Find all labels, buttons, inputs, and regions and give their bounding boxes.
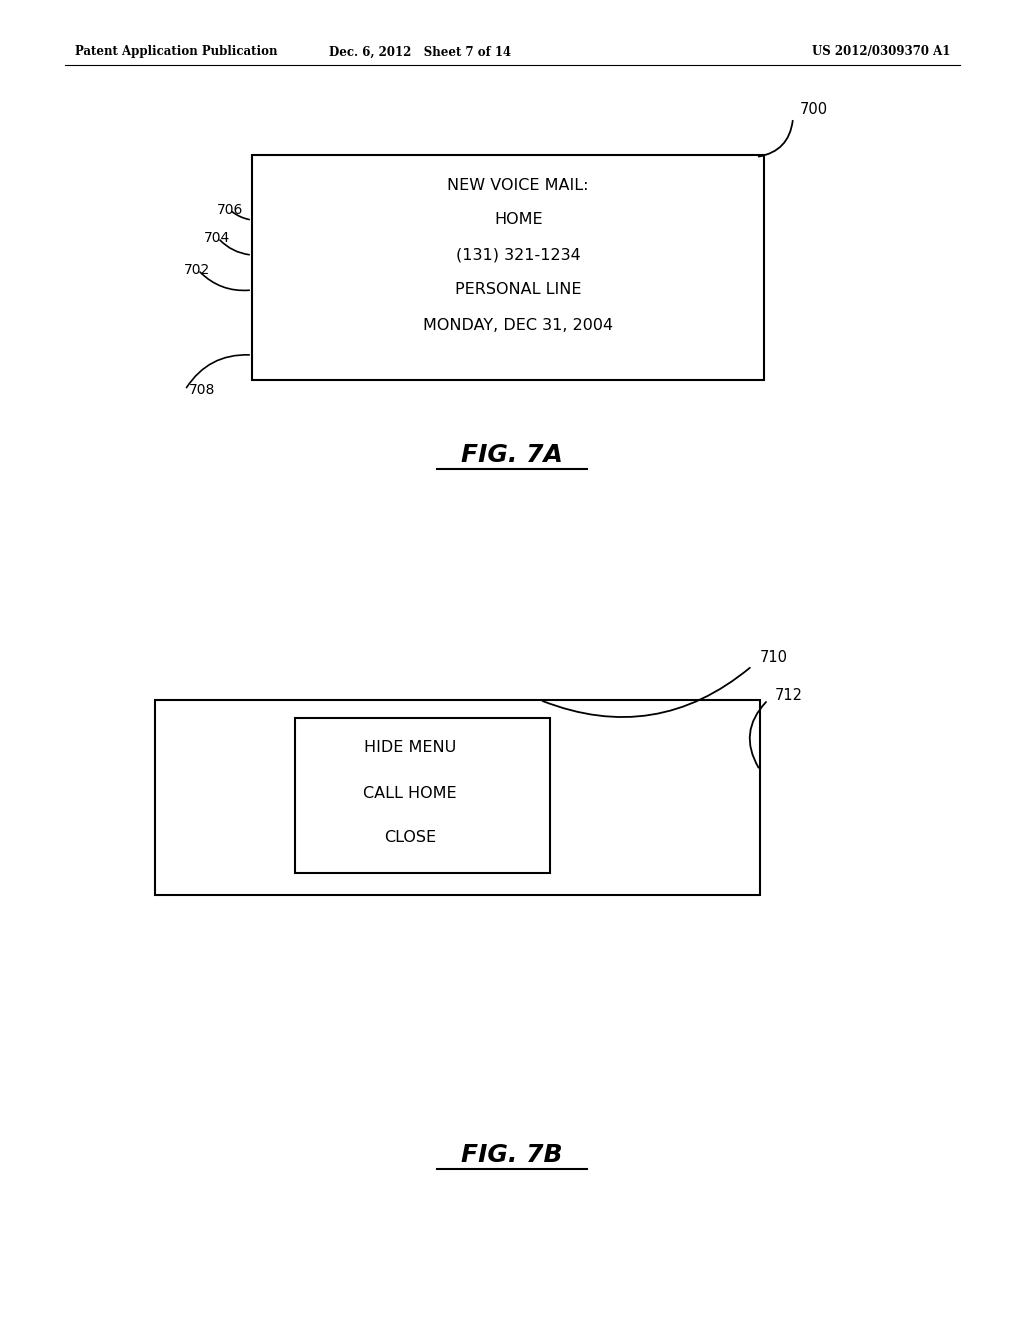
Text: NEW VOICE MAIL:: NEW VOICE MAIL: xyxy=(447,177,589,193)
Text: US 2012/0309370 A1: US 2012/0309370 A1 xyxy=(812,45,950,58)
Text: MONDAY, DEC 31, 2004: MONDAY, DEC 31, 2004 xyxy=(423,318,613,333)
Text: 708: 708 xyxy=(188,383,215,397)
Text: CLOSE: CLOSE xyxy=(384,830,436,846)
Text: Patent Application Publication: Patent Application Publication xyxy=(75,45,278,58)
Text: 004: 004 xyxy=(690,862,719,878)
Text: CALL HOME: CALL HOME xyxy=(362,785,457,800)
Bar xyxy=(155,700,760,895)
Text: MO: MO xyxy=(185,862,210,878)
Bar xyxy=(252,154,764,380)
Text: FIG. 7B: FIG. 7B xyxy=(461,1143,563,1167)
Text: Dec. 6, 2012   Sheet 7 of 14: Dec. 6, 2012 Sheet 7 of 14 xyxy=(329,45,511,58)
Text: 710: 710 xyxy=(760,651,788,665)
Text: HIDE MENU: HIDE MENU xyxy=(364,741,456,755)
Text: FIG. 7A: FIG. 7A xyxy=(461,444,563,467)
Bar xyxy=(295,718,550,873)
Text: 702: 702 xyxy=(183,263,210,277)
Text: 704: 704 xyxy=(204,231,230,246)
Text: 700: 700 xyxy=(800,103,828,117)
Text: HOME: HOME xyxy=(494,213,543,227)
Text: PERSONAL LINE: PERSONAL LINE xyxy=(455,282,582,297)
Text: 712: 712 xyxy=(775,688,803,702)
Text: 706: 706 xyxy=(217,203,243,216)
Text: (131) 321-1234: (131) 321-1234 xyxy=(456,248,581,263)
